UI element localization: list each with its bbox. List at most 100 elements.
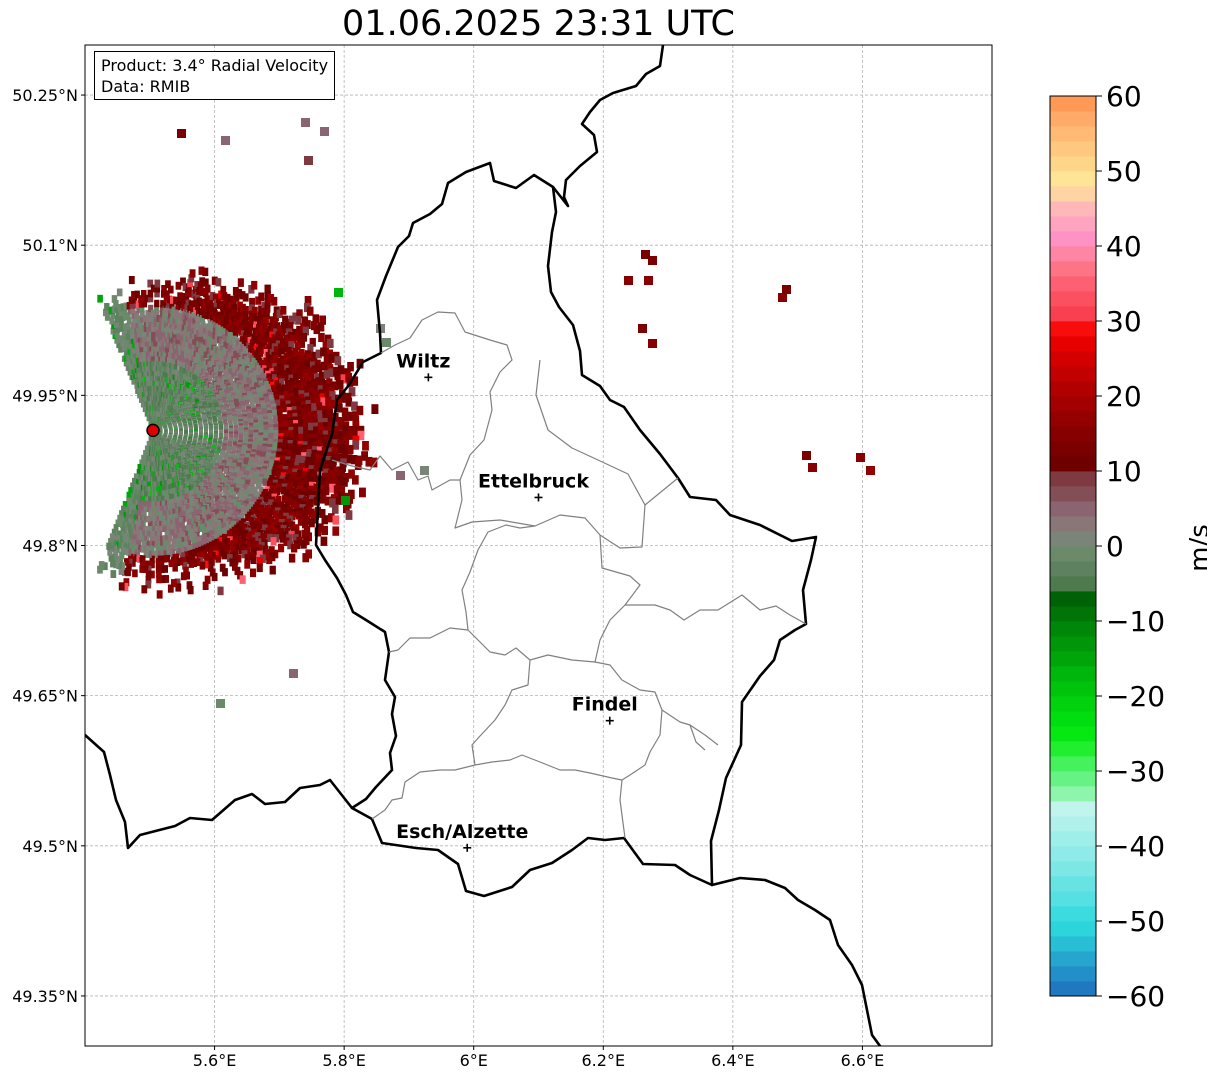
data-source-label: Data: RMIB xyxy=(101,77,191,96)
lon-tick-label: 6°E xyxy=(460,1051,488,1070)
colorbar-segment xyxy=(1050,366,1096,382)
colorbar-segment xyxy=(1050,186,1096,202)
colorbar-segment xyxy=(1050,711,1096,727)
colorbar-segment xyxy=(1050,246,1096,262)
canton-line-1 xyxy=(380,311,513,481)
canton-line-6 xyxy=(467,534,641,663)
colorbar-segment xyxy=(1050,546,1096,562)
colorbar-segment xyxy=(1050,681,1096,697)
colorbar-segment xyxy=(1050,441,1096,457)
city-label: Ettelbruck xyxy=(478,470,589,492)
colorbar-segment xyxy=(1050,771,1096,787)
lat-tick-label: 50.25°N xyxy=(12,86,78,105)
colorbar-segment xyxy=(1050,516,1096,532)
axis-ticks: 5.6°E 5.8°E 6°E 6.2°E 6.4°E 6.6°E 50.25°N 50.1°… xyxy=(12,86,884,1070)
colorbar-tick-label: 0 xyxy=(1106,530,1124,563)
colorbar-segment xyxy=(1050,951,1096,967)
colorbar-tick-label: 30 xyxy=(1106,305,1142,338)
colorbar-tick-label: 40 xyxy=(1106,230,1142,263)
colorbar-segment xyxy=(1050,276,1096,292)
colorbar-segment xyxy=(1050,381,1096,397)
colorbar-segment xyxy=(1050,351,1096,367)
colorbar-segment xyxy=(1050,846,1096,862)
colorbar-tick-label: −10 xyxy=(1106,605,1165,638)
canton-line-3 xyxy=(454,479,646,549)
radar-site xyxy=(146,423,160,438)
canton-line-5 xyxy=(388,524,536,653)
colorbar-segment xyxy=(1050,621,1096,637)
colorbar-segment xyxy=(1050,471,1096,487)
lat-tick-label: 49.8°N xyxy=(22,537,78,556)
colorbar-segment xyxy=(1050,816,1096,832)
lat-tick-label: 49.95°N xyxy=(12,386,78,405)
colorbar-segment xyxy=(1050,561,1096,577)
colorbar-tick-label: 20 xyxy=(1106,380,1142,413)
city-label: Wiltz xyxy=(396,350,450,372)
radar-site-marker xyxy=(146,423,160,438)
colorbar-segment xyxy=(1050,231,1096,247)
lon-tick-label: 5.6°E xyxy=(193,1051,237,1070)
colorbar-segment xyxy=(1050,396,1096,412)
lon-tick-label: 5.8°E xyxy=(322,1051,366,1070)
lon-tick-label: 6.6°E xyxy=(841,1051,885,1070)
city-label: Esch/Alzette xyxy=(396,821,528,843)
colorbar-segment xyxy=(1050,861,1096,877)
product-info-box: Product: 3.4° Radial Velocity Data: RMIB xyxy=(94,51,336,100)
colorbar-segment xyxy=(1050,921,1096,937)
lat-tick-label: 49.5°N xyxy=(22,837,78,856)
colorbar-segment xyxy=(1050,501,1096,517)
canton-line-4 xyxy=(331,455,460,491)
colorbar-segment xyxy=(1050,336,1096,352)
france-border-west xyxy=(85,733,354,850)
colorbar-segment xyxy=(1050,291,1096,307)
city-marker: Esch/Alzette xyxy=(396,821,528,852)
canton-line-9 xyxy=(371,659,531,820)
colorbar-segment xyxy=(1050,456,1096,472)
radar-echo-field xyxy=(97,118,875,708)
canton-line-7 xyxy=(625,594,807,625)
lat-tick-label: 49.35°N xyxy=(12,987,78,1006)
colorbar-segment xyxy=(1050,936,1096,952)
canton-boundaries xyxy=(331,311,807,839)
colorbar-tick-label: 10 xyxy=(1106,455,1142,488)
colorbar-tick-label: 50 xyxy=(1106,155,1142,188)
colorbar-segment xyxy=(1050,306,1096,322)
colorbar-segment xyxy=(1050,606,1096,622)
lon-tick-label: 6.4°E xyxy=(711,1051,755,1070)
colorbar-segment xyxy=(1050,156,1096,172)
colorbar-segment xyxy=(1050,111,1096,127)
lon-tick-label: 6.2°E xyxy=(582,1051,626,1070)
colorbar-tick-label: 60 xyxy=(1106,80,1142,113)
colorbar-segment xyxy=(1050,426,1096,442)
colorbar-segment xyxy=(1050,981,1096,997)
city-marker: Findel xyxy=(572,694,638,725)
colorbar-segment xyxy=(1050,321,1096,337)
colorbar: 60 50 40 30 20 10 0 −10 −20 −30 −40 −50 −60 xyxy=(1049,80,1165,1013)
city-marker: Wiltz xyxy=(396,350,450,382)
canton-line-12 xyxy=(689,724,706,751)
colorbar-segment xyxy=(1050,876,1096,892)
colorbar-segment xyxy=(1050,261,1096,277)
lat-tick-label: 49.65°N xyxy=(12,687,78,706)
colorbar-segment xyxy=(1050,756,1096,772)
colorbar-segment xyxy=(1050,201,1096,217)
colorbar-segment xyxy=(1050,486,1096,502)
product-label: Product: 3.4° Radial Velocity xyxy=(101,56,329,75)
city-marker: Ettelbruck xyxy=(478,470,589,502)
germany-border-north xyxy=(551,45,665,208)
canton-line-10 xyxy=(619,709,663,839)
canton-line-8 xyxy=(594,661,719,746)
colorbar-segment xyxy=(1050,171,1096,187)
colorbar-segment xyxy=(1050,126,1096,142)
colorbar-tick-label: −40 xyxy=(1106,830,1165,863)
colorbar-segment xyxy=(1050,741,1096,757)
colorbar-tick-label: −20 xyxy=(1106,680,1165,713)
colorbar-segment xyxy=(1050,696,1096,712)
city-label: Findel xyxy=(572,694,638,716)
colorbar-segment xyxy=(1050,141,1096,157)
colorbar-segment xyxy=(1050,411,1096,427)
colorbar-segment xyxy=(1050,216,1096,232)
colorbar-segment xyxy=(1050,906,1096,922)
colorbar-segment xyxy=(1050,786,1096,802)
